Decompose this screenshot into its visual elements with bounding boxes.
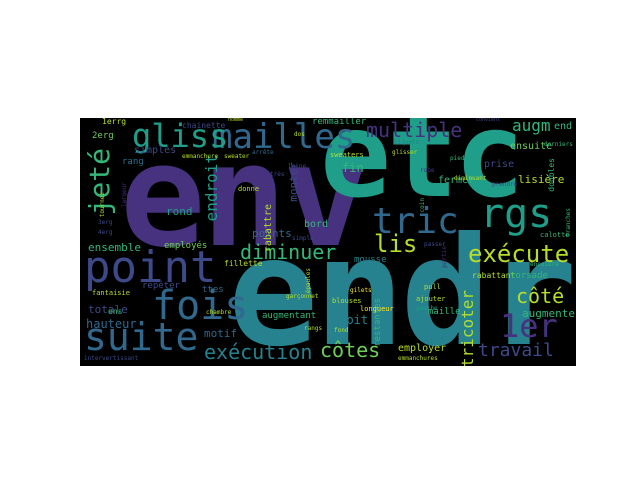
word-travail: travail xyxy=(478,340,554,361)
word-rang: rang xyxy=(122,157,144,167)
word-fillette: fillette xyxy=(224,259,263,268)
word-tric: tric xyxy=(372,201,459,242)
word-dos: dos xyxy=(294,131,305,138)
word-execution: exécution xyxy=(204,340,313,364)
word-emmanchure: emmanchure xyxy=(182,153,219,160)
word-garconnet: garçonnet xyxy=(286,293,319,300)
word-1errg: 1errg xyxy=(102,118,127,126)
word-simple: simple xyxy=(292,235,314,242)
word-rond: rond xyxy=(166,205,193,218)
word-points: points xyxy=(252,227,292,240)
word-endr: endr xyxy=(228,206,576,366)
word-suite: suite xyxy=(84,315,199,359)
word-doubles: doubles xyxy=(547,158,556,192)
word-largeur: largeur xyxy=(121,182,128,208)
word-donne: donne xyxy=(238,185,260,193)
word-convient: convient xyxy=(476,118,501,123)
word-emmanchures: emmanchures xyxy=(398,355,438,362)
word-remmailler: remmailler xyxy=(312,118,367,127)
word-employes: employés xyxy=(164,241,208,251)
word-3erg: 3erg xyxy=(98,219,113,226)
word-rangs: rangs xyxy=(304,325,323,332)
word-etc: etc xyxy=(320,118,525,224)
word-coin: coin xyxy=(419,198,426,213)
word-gliss: gliss xyxy=(132,118,229,155)
word-laine: laine xyxy=(288,163,307,170)
word-ensemble: ensemble xyxy=(88,241,141,254)
word-fond: fond xyxy=(334,327,349,334)
word-tournez: tournez xyxy=(99,192,106,218)
word-cotes: côtes xyxy=(320,338,381,362)
word-sweater: sweater xyxy=(224,153,250,160)
word-intervertissant: intervertissant xyxy=(84,355,139,362)
word-arrete: arrête xyxy=(252,149,274,156)
word-multiple: multiple xyxy=(366,118,463,142)
word-employer: employer xyxy=(398,343,447,354)
word-4erg: 4erg xyxy=(98,229,113,236)
word-hauteur: hauteur xyxy=(86,317,137,331)
word-repeter: répéter xyxy=(142,281,180,291)
word-homme: homme xyxy=(228,118,244,123)
word-augmentant: augmentant xyxy=(262,311,317,321)
word-ttes: ttes xyxy=(202,285,224,295)
word-prise: prise xyxy=(484,159,515,170)
word-end: end xyxy=(554,121,573,132)
word-epaules: épaules xyxy=(305,268,312,294)
word-fois: fois xyxy=(152,283,249,329)
word-gauche: gauche xyxy=(416,305,438,312)
word-droit: droit xyxy=(332,313,369,327)
word-rabattre: rabattre xyxy=(263,204,274,253)
word-fantaisie: fantaisie xyxy=(92,289,130,297)
word-gilets: gilets xyxy=(350,287,372,294)
word-rabattant: rabattant xyxy=(472,271,516,280)
word-passer: passer xyxy=(424,241,446,248)
word-torsade: torsade xyxy=(510,271,548,281)
word-rgs: rgs xyxy=(480,191,553,237)
word-encolure: encolure xyxy=(530,261,559,268)
word-execute: exécute xyxy=(468,240,570,268)
word-augmenter: augmenter xyxy=(522,307,576,320)
word-biquets: biquets xyxy=(394,139,420,146)
word-diminuer: diminuer xyxy=(240,240,337,264)
word-tricoter: tricoter xyxy=(458,290,477,366)
word-fin: fin xyxy=(342,161,364,175)
word-diminuant: diminuant xyxy=(454,175,487,182)
word-mailles: mailles xyxy=(212,118,356,157)
word-env: env xyxy=(120,118,368,279)
word-derniers: derniers xyxy=(544,141,573,148)
word-tres: très xyxy=(270,171,285,178)
word-robe: robe xyxy=(420,167,435,174)
word-totale: totale xyxy=(88,303,128,316)
word-blouses: blouses xyxy=(332,297,362,305)
word-simples: simples xyxy=(134,145,177,156)
word-sweaters: sweaters xyxy=(330,151,364,159)
word-pied: pied xyxy=(450,155,465,162)
word-ensuite: ensuite xyxy=(510,141,553,152)
word-glisser: glisser xyxy=(392,149,418,156)
word-partie: partie xyxy=(441,246,448,268)
word-cote: côté xyxy=(516,284,565,308)
word-longueur: longueur xyxy=(360,305,394,313)
word-prendre: prendre xyxy=(492,181,518,188)
word-chainette: chainette xyxy=(182,121,226,130)
word-ens: ens xyxy=(108,307,123,316)
word-tranches: tranches xyxy=(565,208,572,237)
word-lisiere: lisière xyxy=(518,173,565,186)
word-calotte: calotte xyxy=(540,231,570,239)
word-lis: lis xyxy=(374,230,418,258)
word-1er: 1er xyxy=(500,307,558,345)
word-augm: augm xyxy=(512,118,551,135)
word-pull: pull xyxy=(424,283,441,291)
word-mousse: mousse xyxy=(354,255,387,265)
word-endroit: endroit xyxy=(202,154,221,222)
word-motif: motif xyxy=(204,327,238,340)
word-maille: maille xyxy=(428,307,461,317)
word-fermer: fermer xyxy=(438,175,475,186)
word-ajouter: ajouter xyxy=(416,295,446,303)
word-chambre: chambre xyxy=(206,309,232,316)
word-point: point xyxy=(84,242,217,293)
word-cloud: env etc endr point fois suite mailles gl… xyxy=(80,118,576,366)
word-bord: bord xyxy=(304,219,329,230)
word-2erg: 2erg xyxy=(92,131,114,141)
